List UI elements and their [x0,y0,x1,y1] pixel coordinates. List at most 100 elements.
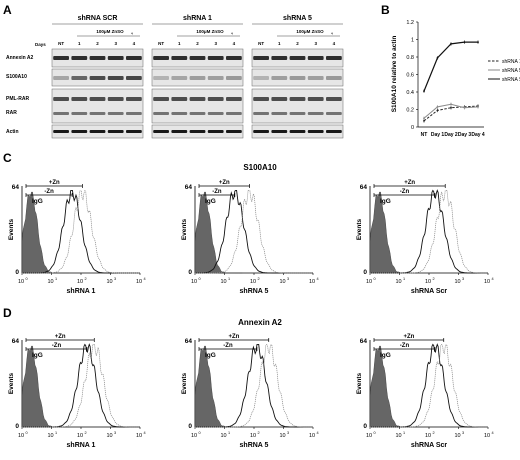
treatment-label: 100μM ZnSO [196,29,224,34]
y-tick-label: 1.2 [406,20,414,26]
blot-band [253,112,269,115]
blot-group-title: shRNA 1 [183,15,212,22]
x-tick-exponent: 0 [199,277,201,281]
plus-zn-bracket-label: +Zn [219,180,230,186]
y-min-label: 0 [363,269,367,276]
plus-zn-histogram [195,190,313,274]
blot-box [151,88,244,124]
y-axis-label: Events [8,218,15,240]
data-point [450,103,452,106]
lane-label: 1 [78,41,81,46]
lane-label: 1 [178,41,181,46]
x-tick-exponent: 0 [26,431,28,435]
blot-band [171,56,188,60]
blot-band [189,97,206,101]
minus-zn-bracket-label: -Zn [400,343,410,349]
x-axis-label: shRNA Scr [411,288,448,295]
y-max-label: 64 [360,184,368,191]
blot-band [307,130,324,133]
x-tick-exponent: 0 [26,277,28,281]
data-point [423,117,425,120]
x-tick-base: 10 [18,433,24,439]
data-point [463,41,466,44]
treatment-subscript: 4 [231,32,233,36]
blot-band [126,130,142,133]
blot-band [171,97,188,101]
plus-zn-bracket-label: +Zn [55,334,66,340]
panel-c-title: S100A10 [243,163,277,172]
plus-zn-histogram [370,343,488,428]
lane-label: 3 [214,41,217,46]
x-tick-exponent: 4 [492,431,494,435]
blot-row-labels: Annexin A2 S100A10 PML-RAR RAR Actin [6,55,34,135]
blot-band [189,130,206,133]
plus-zn-histogram [195,343,313,428]
blot-band [226,97,242,101]
treatment-subscript: 4 [331,32,333,36]
x-tick-base: 10 [279,279,285,285]
blot-band [189,112,206,115]
x-axis-label: shRNA 1 [67,288,96,295]
plus-zn-bracket-label: +Zn [403,334,414,340]
blot-band [107,112,124,115]
x-tick-exponent: 3 [462,277,464,281]
chart-series [423,40,479,123]
data-point [436,56,439,59]
igg-label: IgG [380,352,391,359]
x-axis-label: shRNA 1 [67,442,96,449]
x-tick-base: 10 [136,279,142,285]
y-axis-label: Events [181,372,188,394]
x-tick-exponent: 0 [374,431,376,435]
x-tick-base: 10 [18,279,24,285]
igg-histogram [369,345,418,428]
x-tick-exponent: 1 [55,431,57,435]
data-point [436,105,439,108]
minus-zn-histogram [22,343,140,428]
blot-band [326,76,342,80]
plus-zn-histogram [22,344,140,428]
treatment-label: 100μM ZnSO [96,29,124,34]
blot-band [226,130,242,133]
plus-zn-bracket-label: +Zn [49,180,60,186]
y-axis-label: Events [181,218,188,240]
y-axis-label: Events [356,372,363,394]
lane-label: 3 [314,41,317,46]
blot-band [71,112,88,115]
blot-group-title: shRNA 5 [283,15,312,22]
igg-histogram [21,191,70,274]
x-tick-label: Day 2 [444,132,458,138]
blot-band [307,97,324,101]
panel-b-line-chart: B S100A10 relative to actin 0 0.2 0.4 0.6 0.… [381,3,520,138]
series-line [423,105,479,122]
plus-zn-histogram [370,190,488,274]
x-tick-base: 10 [395,433,401,439]
y-max-label: 64 [12,338,20,345]
panel-d-letter: D [3,306,12,320]
igg-label: IgG [380,198,391,205]
chart-legend: shRNA 1 shRNA 5 shRNA Scr [488,59,520,83]
blot-band [71,76,88,80]
blot-row-label: Actin [6,129,19,135]
lane-label: 4 [233,41,236,46]
x-tick-base: 10 [309,279,315,285]
x-tick-exponent: 3 [287,277,289,281]
y-tick-label: 0.4 [406,90,414,96]
lane-label: NT [58,41,64,46]
x-tick-exponent: 2 [433,431,435,435]
x-axis-label: shRNA Scr [411,442,448,449]
blot-band [89,97,106,101]
x-tick-label: Day 4 [471,132,485,138]
x-tick-exponent: 3 [114,277,116,281]
x-tick-base: 10 [484,279,490,285]
data-point [477,105,479,108]
chart-y-axis-label: S100A10 relative to actin [391,36,398,113]
blot-band [53,112,69,115]
blot-band [307,112,324,115]
blot-band [53,97,69,101]
